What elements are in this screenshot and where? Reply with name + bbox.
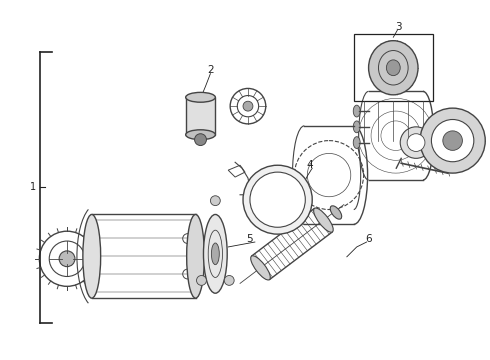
Ellipse shape bbox=[186, 130, 215, 140]
Ellipse shape bbox=[203, 215, 227, 293]
Text: 1: 1 bbox=[30, 183, 36, 192]
Circle shape bbox=[243, 165, 312, 234]
Ellipse shape bbox=[330, 206, 342, 219]
Ellipse shape bbox=[387, 60, 400, 76]
Ellipse shape bbox=[211, 243, 220, 265]
Text: 3: 3 bbox=[395, 22, 402, 32]
Circle shape bbox=[407, 134, 425, 152]
Circle shape bbox=[59, 251, 75, 267]
Bar bbox=[186, 97, 215, 135]
Ellipse shape bbox=[83, 215, 100, 298]
Ellipse shape bbox=[368, 41, 418, 95]
Circle shape bbox=[400, 127, 432, 158]
Ellipse shape bbox=[353, 121, 360, 133]
Circle shape bbox=[431, 120, 474, 162]
Ellipse shape bbox=[353, 137, 360, 148]
Text: 6: 6 bbox=[365, 234, 372, 244]
Ellipse shape bbox=[314, 208, 333, 232]
Circle shape bbox=[196, 275, 206, 285]
Text: 5: 5 bbox=[246, 234, 253, 244]
Circle shape bbox=[195, 134, 206, 145]
Ellipse shape bbox=[187, 215, 204, 298]
Ellipse shape bbox=[251, 256, 270, 280]
Circle shape bbox=[420, 108, 485, 173]
Circle shape bbox=[443, 131, 463, 150]
Circle shape bbox=[224, 275, 234, 285]
Circle shape bbox=[183, 234, 193, 243]
Text: 4: 4 bbox=[306, 160, 313, 170]
Ellipse shape bbox=[186, 93, 215, 102]
Circle shape bbox=[243, 101, 253, 111]
Bar bbox=[354, 34, 433, 101]
Circle shape bbox=[210, 196, 221, 206]
Ellipse shape bbox=[353, 105, 360, 117]
Circle shape bbox=[250, 172, 305, 227]
Text: 2: 2 bbox=[207, 65, 214, 75]
Circle shape bbox=[183, 269, 193, 279]
